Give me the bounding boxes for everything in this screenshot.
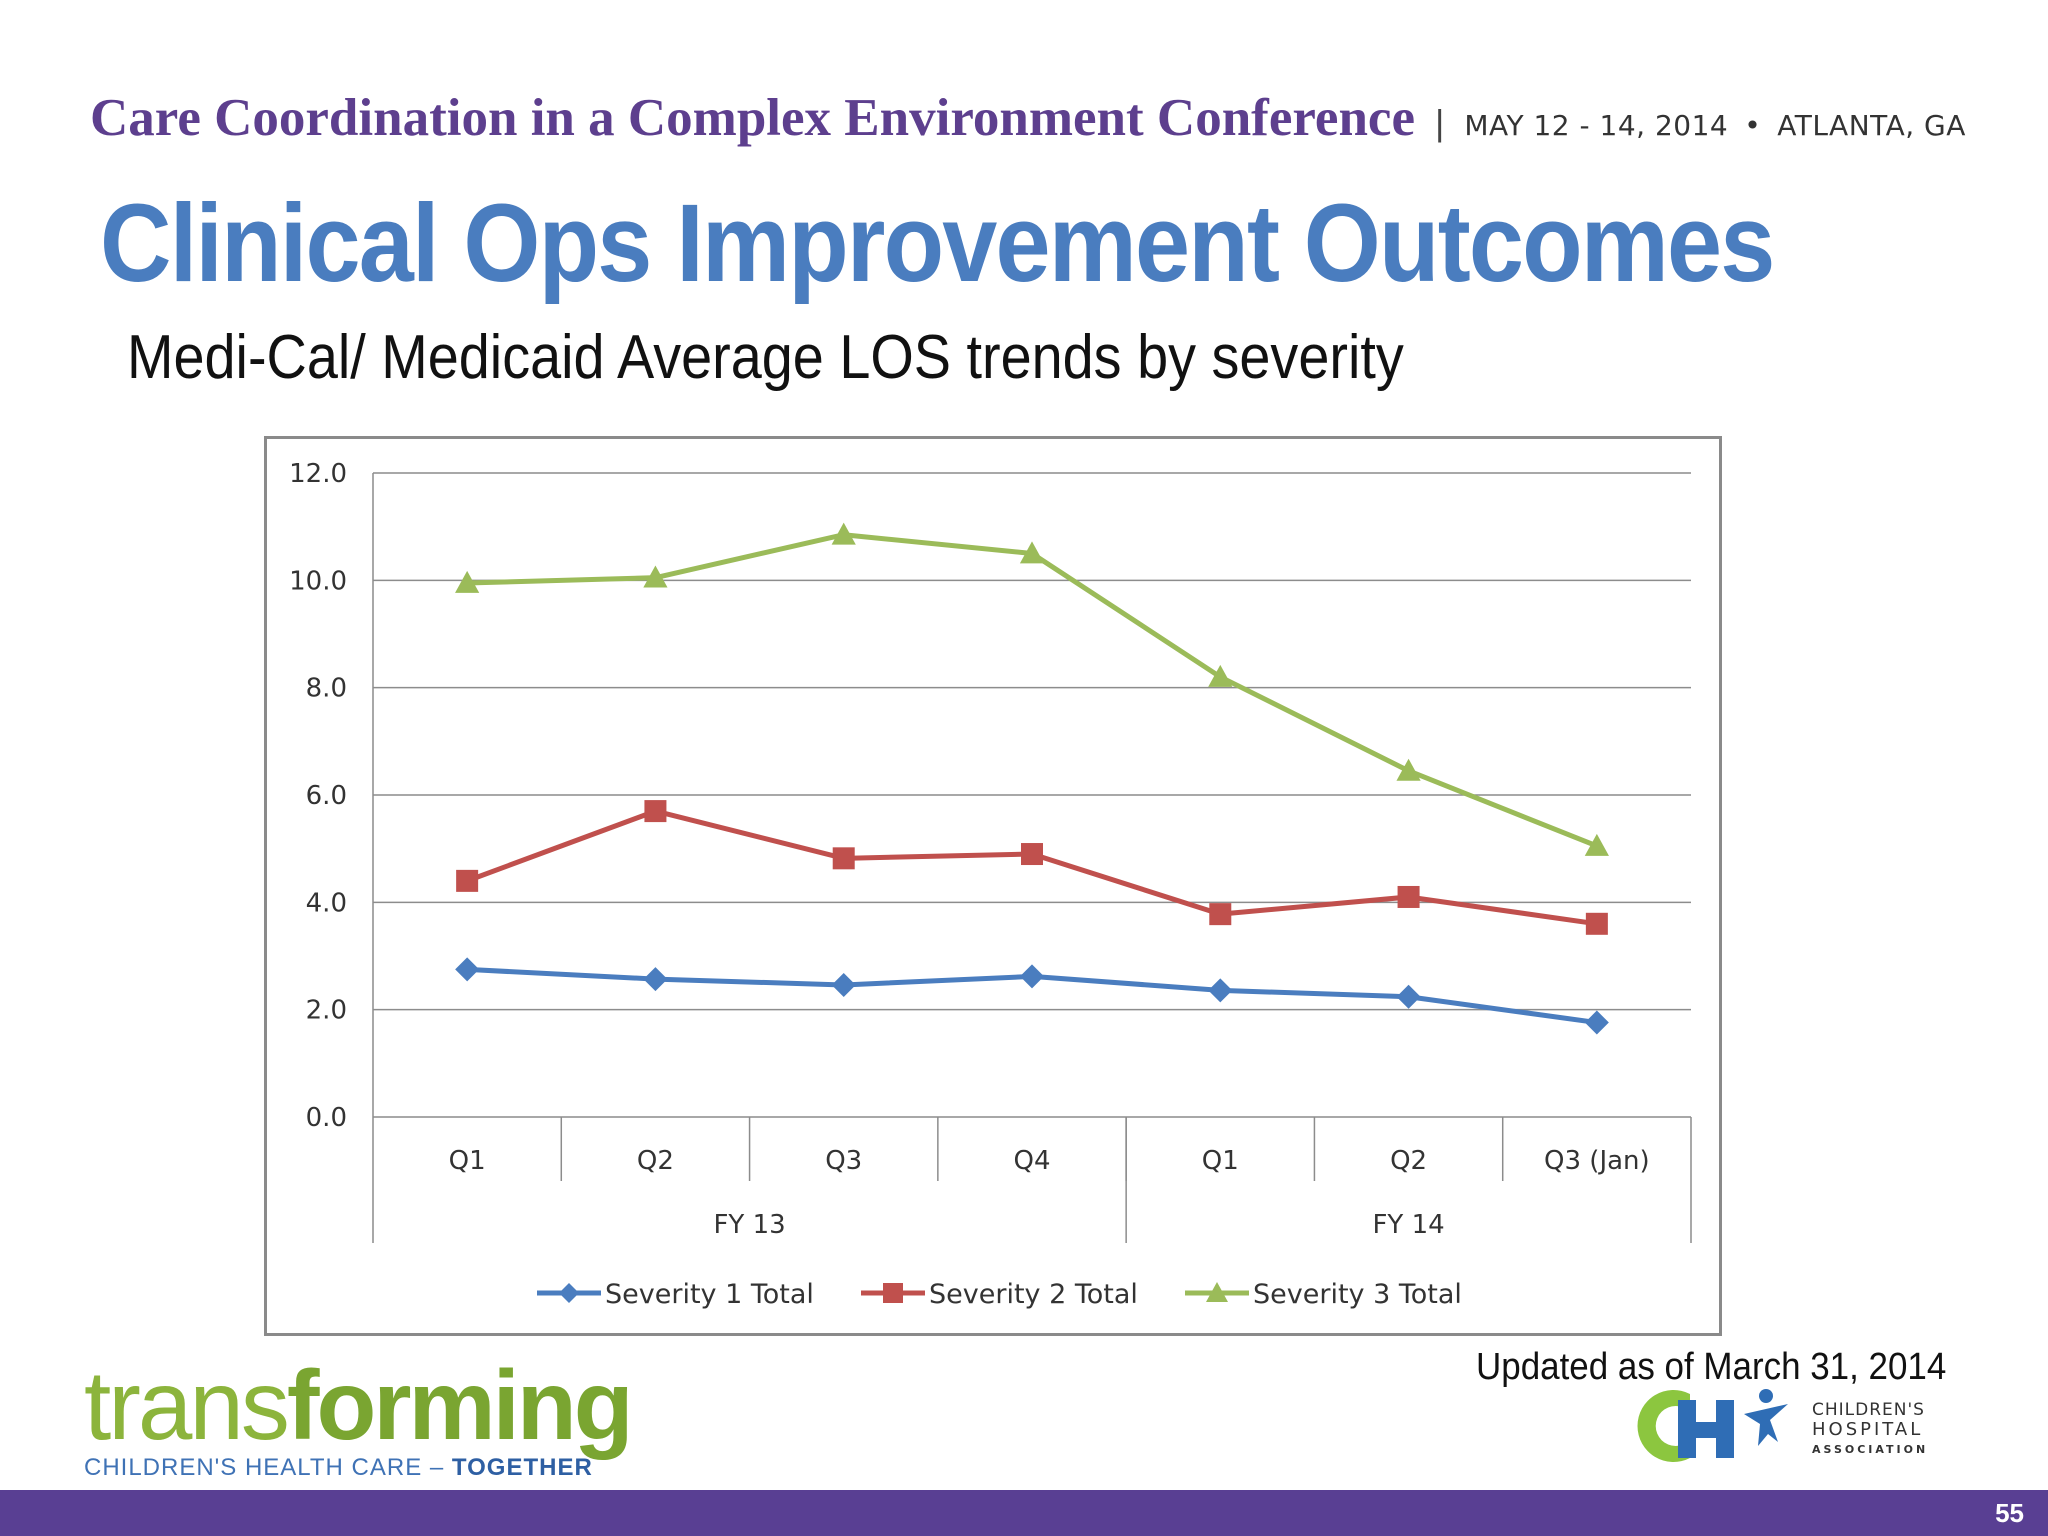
- y-tick-label: 4.0: [306, 888, 347, 918]
- data-point-diamond: [831, 972, 856, 997]
- data-point-square: [644, 800, 667, 823]
- y-tick-label: 6.0: [306, 781, 347, 811]
- transforming-logo: transforming CHILDREN'S HEALTH CARE – TO…: [84, 1356, 684, 1482]
- y-tick-label: 0.0: [306, 1103, 347, 1133]
- group-label: FY 14: [1372, 1210, 1444, 1240]
- data-point-square: [832, 847, 855, 870]
- wordmark-bold: forming: [286, 1350, 634, 1460]
- x-tick-label: Q3 (Jan): [1544, 1146, 1650, 1176]
- line-chart: 0.0 2.0 4.0 6.0 8.0 10.0 12.0 Q1 Q2 Q3 Q4 Q1 Q2 Q3 (J…: [289, 459, 1692, 1310]
- slide-subtitle: Medi-Cal/ Medicaid Average LOS trends by…: [127, 323, 1404, 392]
- footer-bar: 55: [0, 1490, 2048, 1536]
- conference-dates: MAY 12 - 14, 2014: [1464, 109, 1729, 142]
- data-point-square: [1585, 912, 1608, 935]
- x-tick-label: Q2: [1390, 1146, 1427, 1176]
- series-line: [467, 532, 1598, 849]
- y-tick-label: 2.0: [306, 996, 347, 1026]
- slide-title: Clinical Ops Improvement Outcomes: [100, 182, 1775, 305]
- cha-logo: CHILDREN'S HOSPITAL ASSOCIATION: [1620, 1386, 1940, 1466]
- series-line: [466, 808, 1598, 927]
- data-point-triangle: [1208, 664, 1233, 687]
- data-point-diamond: [1396, 984, 1421, 1009]
- group-label: FY 13: [713, 1210, 785, 1240]
- data-point-triangle: [1396, 758, 1421, 781]
- cha-line1: CHILDREN'S: [1812, 1400, 1925, 1420]
- tagline-bold: TOGETHER: [451, 1454, 593, 1481]
- x-tick-label: Q4: [1013, 1146, 1050, 1176]
- legend-label: Severity 2 Total: [929, 1279, 1138, 1310]
- conference-location: ATLANTA, GA: [1777, 109, 1966, 142]
- conference-title: Care Coordination in a Complex Environme…: [90, 89, 1415, 147]
- legend-label: Severity 3 Total: [1253, 1279, 1462, 1310]
- wordmark-light: trans: [84, 1350, 290, 1460]
- data-point-square: [1021, 843, 1043, 866]
- data-point-diamond: [1208, 978, 1233, 1003]
- chart-container: 0.0 2.0 4.0 6.0 8.0 10.0 12.0 Q1 Q2 Q3 Q4 Q1 Q2 Q3 (J…: [264, 436, 1722, 1336]
- cha-mark-icon: [1637, 1389, 1788, 1462]
- data-point-diamond: [455, 957, 480, 982]
- legend-label: Severity 1 Total: [605, 1279, 814, 1310]
- data-point-triangle: [643, 565, 668, 588]
- data-point-triangle: [831, 522, 856, 545]
- y-tick-label: 10.0: [289, 566, 347, 596]
- page-number: 55: [1995, 1498, 2024, 1528]
- data-point-diamond: [559, 1283, 579, 1303]
- y-tick-label: 12.0: [289, 459, 347, 489]
- data-point-square: [456, 869, 479, 892]
- transforming-wordmark: transforming: [84, 1356, 684, 1454]
- x-tick-label: Q1: [1202, 1146, 1239, 1176]
- updated-note: Updated as of March 31, 2014: [1476, 1346, 1947, 1388]
- cha-line2: HOSPITAL: [1812, 1419, 1924, 1440]
- data-point-triangle: [1206, 1282, 1228, 1302]
- data-point-diamond: [1584, 1010, 1609, 1035]
- data-point-square: [1209, 903, 1232, 926]
- data-point-triangle: [455, 570, 480, 593]
- tagline-main: CHILDREN'S HEALTH CARE –: [84, 1454, 452, 1481]
- header-separator: |: [1434, 102, 1445, 143]
- data-point-diamond: [1020, 964, 1044, 989]
- data-point-square: [1397, 885, 1420, 908]
- x-tick-label: Q1: [449, 1146, 486, 1176]
- conference-header: Care Coordination in a Complex Environme…: [90, 88, 1990, 158]
- x-tick-label: Q2: [637, 1146, 674, 1176]
- data-point-triangle: [1019, 541, 1045, 564]
- logo-tagline: CHILDREN'S HEALTH CARE – TOGETHER: [84, 1454, 684, 1482]
- header-bullet: •: [1744, 109, 1762, 142]
- x-tick-label: Q3: [825, 1146, 862, 1176]
- data-point-square: [883, 1283, 903, 1303]
- y-tick-label: 8.0: [306, 674, 347, 704]
- data-point-triangle: [1584, 833, 1609, 856]
- cha-line3: ASSOCIATION: [1812, 1443, 1929, 1456]
- data-point-diamond: [643, 967, 668, 992]
- cha-text: CHILDREN'S HOSPITAL ASSOCIATION: [1812, 1400, 1928, 1460]
